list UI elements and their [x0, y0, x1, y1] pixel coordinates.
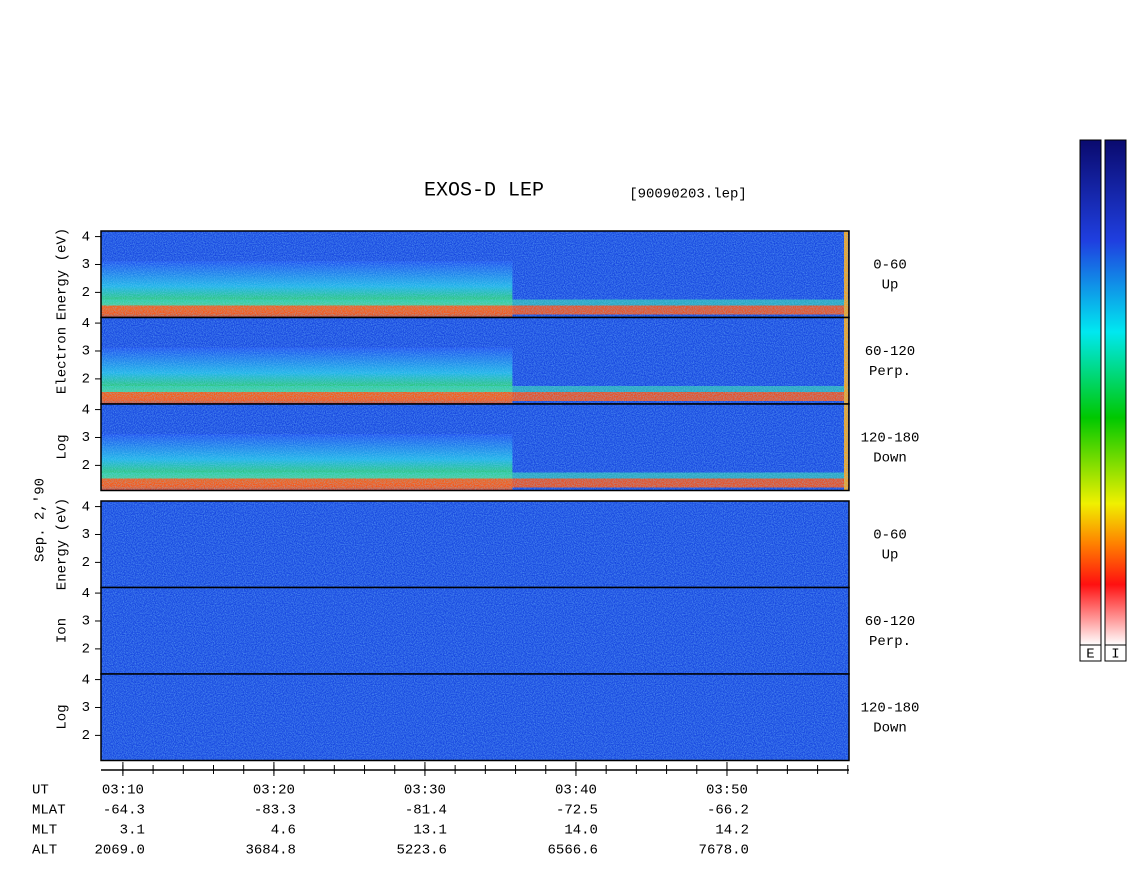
- ephemeris-value: 3684.8: [245, 843, 295, 859]
- colorbar-label-box: [1079, 644, 1102, 662]
- y-axis-label: Log: [55, 434, 71, 459]
- y-tick-label: 3: [82, 700, 90, 716]
- ephemeris-value: -64.3: [103, 803, 145, 819]
- colorbar-label-box: [1104, 644, 1127, 662]
- y-tick-label: 3: [82, 614, 90, 630]
- y-tick-label: 3: [82, 344, 90, 360]
- colorbar-label: I: [1111, 647, 1119, 663]
- y-axis-label: Ion: [55, 618, 71, 643]
- ephemeris-value: -66.2: [707, 803, 749, 819]
- ephemeris-label: ALT: [32, 843, 57, 859]
- y-tick-label: 2: [82, 728, 90, 744]
- spectrogram-noise: [101, 501, 849, 588]
- panel-direction: Up: [882, 278, 899, 294]
- x-tick-label: 03:30: [404, 783, 446, 799]
- panel-angle: 120-180: [861, 701, 920, 717]
- file-label: [90090203.lep]: [629, 187, 747, 203]
- y-tick-label: 4: [82, 316, 90, 332]
- ephemeris-value: -83.3: [254, 803, 296, 819]
- y-tick-label: 4: [82, 402, 90, 418]
- y-tick-label: 2: [82, 372, 90, 388]
- ephemeris-value: 6566.6: [548, 843, 598, 859]
- colorbar: [1104, 139, 1127, 646]
- y-tick-label: 4: [82, 586, 90, 602]
- ephemeris-label: MLAT: [32, 803, 66, 819]
- panel-angle: 60-120: [865, 614, 915, 630]
- y-axis-label: Electron: [55, 327, 71, 394]
- colorbar-label: E: [1086, 647, 1094, 663]
- ephemeris-value: 13.1: [413, 823, 447, 839]
- ephemeris-value: 4.6: [271, 823, 296, 839]
- panel-angle: 120-180: [861, 431, 920, 447]
- panel-frame: [100, 673, 850, 762]
- y-tick-label: 3: [82, 430, 90, 446]
- ephemeris-value: 3.1: [120, 823, 145, 839]
- ephemeris-value: -72.5: [556, 803, 598, 819]
- panel-frame: [100, 403, 850, 492]
- x-tick-label: 03:10: [102, 783, 144, 799]
- spectrogram-noise: [101, 231, 849, 318]
- panel-direction: Perp.: [869, 634, 911, 650]
- x-axis-label: UT: [32, 783, 49, 799]
- spectrogram-noise: [101, 404, 849, 491]
- panel-direction: Down: [873, 451, 907, 467]
- y-axis-label: Log: [55, 704, 71, 729]
- y-tick-label: 2: [82, 555, 90, 571]
- y-axis-label: Energy (eV): [55, 228, 71, 320]
- spectrogram-noise: [101, 587, 849, 674]
- y-tick-label: 2: [82, 642, 90, 658]
- x-tick-label: 03:40: [555, 783, 597, 799]
- spectrogram-noise: [101, 674, 849, 761]
- date-label: Sep. 2,'90: [33, 478, 49, 562]
- y-axis-label: Energy (eV): [55, 498, 71, 590]
- x-tick-label: 03:50: [706, 783, 748, 799]
- ephemeris-value: 7678.0: [699, 843, 749, 859]
- panel-direction: Up: [882, 548, 899, 564]
- ephemeris-value: -81.4: [405, 803, 447, 819]
- ephemeris-value: 14.2: [715, 823, 749, 839]
- panel-angle: 0-60: [873, 528, 907, 544]
- panel-angle: 0-60: [873, 258, 907, 274]
- x-tick-label: 03:20: [253, 783, 295, 799]
- y-tick-label: 3: [82, 527, 90, 543]
- ephemeris-label: MLT: [32, 823, 57, 839]
- y-tick-label: 2: [82, 285, 90, 301]
- spectrogram-noise: [101, 317, 849, 404]
- panel-angle: 60-120: [865, 344, 915, 360]
- y-tick-label: 4: [82, 229, 90, 245]
- ephemeris-value: 14.0: [564, 823, 598, 839]
- y-tick-label: 2: [82, 458, 90, 474]
- panel-direction: Down: [873, 721, 907, 737]
- panel-direction: Perp.: [869, 364, 911, 380]
- ephemeris-value: 5223.6: [397, 843, 447, 859]
- y-tick-label: 4: [82, 499, 90, 515]
- y-tick-label: 4: [82, 672, 90, 688]
- y-tick-label: 3: [82, 257, 90, 273]
- chart-title: EXOS-D LEP: [424, 179, 544, 202]
- colorbar: [1079, 139, 1102, 646]
- ephemeris-value: 2069.0: [94, 843, 144, 859]
